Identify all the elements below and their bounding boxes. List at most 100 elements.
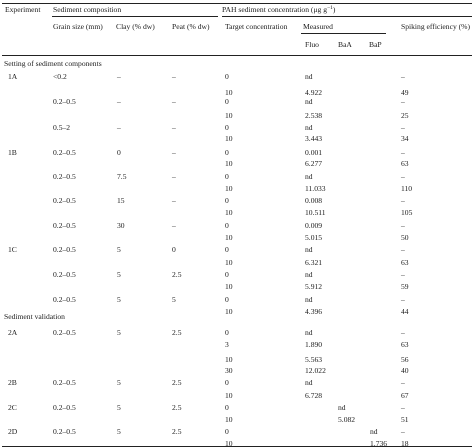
cell-fluo: nd	[305, 172, 313, 181]
header-measured: Measured	[303, 22, 333, 31]
cell-target: 0	[225, 123, 229, 132]
cell-target: 10	[225, 307, 233, 316]
cell-peat: –	[172, 221, 176, 230]
cell-experiment: 1B	[8, 148, 17, 157]
cell-peat: 2.5	[172, 427, 182, 436]
cell-spiking: –	[401, 295, 405, 304]
cell-bap: nd	[370, 427, 378, 436]
cell-fluo: 0.001	[305, 148, 323, 157]
cell-grain-size: <0.2	[53, 72, 67, 81]
cell-spiking: 40	[401, 366, 409, 375]
cell-peat: 0	[172, 245, 176, 254]
cell-grain-size: 0.2–0.5	[53, 245, 76, 254]
cell-grain-size: 0.2–0.5	[53, 270, 76, 279]
cell-spiking: 63	[401, 340, 409, 349]
cell-peat: –	[172, 72, 176, 81]
cell-clay: 5	[117, 295, 121, 304]
cell-clay: 5	[117, 427, 121, 436]
cell-spiking: 105	[401, 208, 413, 217]
cell-clay: –	[117, 123, 121, 132]
header-pah-concentration: PAH sediment concentration (μg g−1)	[222, 5, 336, 14]
cell-target: 10	[225, 439, 233, 448]
cell-target: 10	[225, 415, 233, 424]
cell-baa: nd	[338, 403, 346, 412]
header-experiment: Experiment	[5, 5, 41, 14]
header-fluo: Fluo	[305, 40, 319, 49]
cell-fluo: 10.511	[305, 208, 326, 217]
cell-target: 0	[225, 403, 229, 412]
cell-target: 3	[225, 340, 229, 349]
cell-spiking: 34	[401, 134, 409, 143]
cell-clay: 5	[117, 403, 121, 412]
cell-peat: 2.5	[172, 270, 182, 279]
cell-grain-size: 0.2–0.5	[53, 97, 76, 106]
header-sediment-composition: Sediment composition	[53, 5, 122, 14]
cell-target: 0	[225, 427, 229, 436]
cell-clay: 7.5	[117, 172, 127, 181]
cell-clay: –	[117, 72, 121, 81]
cell-target: 0	[225, 72, 229, 81]
header-spiking: Spiking efficiency (%)	[401, 22, 471, 31]
cell-grain-size: 0.2–0.5	[53, 172, 76, 181]
cell-grain-size: 0.2–0.5	[53, 328, 76, 337]
cell-spiking: –	[401, 403, 405, 412]
cell-fluo: nd	[305, 270, 313, 279]
rule-sediment-composition	[52, 16, 218, 17]
cell-target: 0	[225, 148, 229, 157]
cell-spiking: –	[401, 245, 405, 254]
cell-peat: –	[172, 172, 176, 181]
top-rule	[2, 3, 472, 4]
cell-fluo: 5.912	[305, 282, 323, 291]
cell-fluo: nd	[305, 97, 313, 106]
cell-fluo: 11.033	[305, 184, 326, 193]
cell-fluo: 3.443	[305, 134, 323, 143]
cell-fluo: nd	[305, 123, 313, 132]
cell-fluo: 4.922	[305, 88, 323, 97]
cell-experiment: 2D	[8, 427, 18, 436]
cell-spiking: 67	[401, 391, 409, 400]
cell-bap: 1.736	[370, 439, 388, 448]
cell-experiment: 1C	[8, 245, 17, 254]
cell-grain-size: 0.2–0.5	[53, 221, 76, 230]
cell-peat: –	[172, 123, 176, 132]
cell-spiking: 18	[401, 439, 409, 448]
cell-fluo: 6.728	[305, 391, 323, 400]
cell-spiking: 50	[401, 233, 409, 242]
cell-spiking: 63	[401, 159, 409, 168]
cell-target: 0	[225, 172, 229, 181]
cell-experiment: 1A	[8, 72, 18, 81]
cell-grain-size: 0.2–0.5	[53, 196, 76, 205]
cell-spiking: –	[401, 123, 405, 132]
cell-target: 0	[225, 270, 229, 279]
cell-spiking: 56	[401, 355, 409, 364]
cell-target: 10	[225, 391, 233, 400]
cell-fluo: nd	[305, 245, 313, 254]
cell-clay: 30	[117, 221, 125, 230]
cell-target: 10	[225, 233, 233, 242]
cell-spiking: 25	[401, 111, 409, 120]
cell-fluo: nd	[305, 72, 313, 81]
cell-grain-size: 0.2–0.5	[53, 295, 76, 304]
cell-peat: –	[172, 196, 176, 205]
rule-pah-concentration	[222, 16, 472, 17]
cell-spiking: –	[401, 172, 405, 181]
cell-fluo: nd	[305, 295, 313, 304]
cell-baa: 5.082	[338, 415, 356, 424]
section-title: Sediment validation	[4, 312, 65, 321]
cell-target: 10	[225, 159, 233, 168]
cell-target: 10	[225, 134, 233, 143]
cell-peat: 2.5	[172, 328, 182, 337]
cell-spiking: –	[401, 270, 405, 279]
cell-fluo: 2.538	[305, 111, 323, 120]
cell-peat: 2.5	[172, 403, 182, 412]
cell-target: 10	[225, 208, 233, 217]
cell-grain-size: 0.2–0.5	[53, 148, 76, 157]
cell-target: 0	[225, 221, 229, 230]
header-baa: BaA	[338, 40, 352, 49]
cell-peat: 2.5	[172, 378, 182, 387]
cell-spiking: 59	[401, 282, 409, 291]
cell-target: 30	[225, 366, 233, 375]
cell-target: 0	[225, 245, 229, 254]
header-bap: BaP	[369, 40, 382, 49]
